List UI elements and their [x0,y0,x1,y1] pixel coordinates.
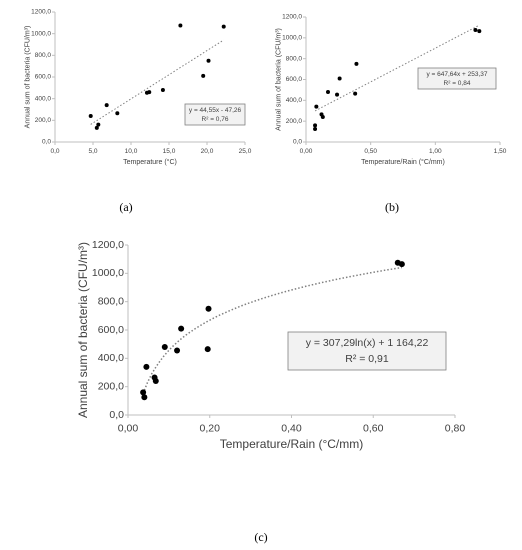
x-axis-label: Temperature/Rain (°C/mm) [361,158,445,166]
y-tick-label: 1200,0 [31,9,51,16]
panel-label: (c) [254,530,267,544]
data-point [353,91,358,96]
data-point [320,115,325,119]
y-tick-label: 1200,0 [282,14,302,21]
data-point [205,305,212,312]
y-tick-label: 200,0 [286,118,303,125]
data-point [141,394,148,401]
x-tick-label: 0,00 [118,422,139,434]
data-point [473,28,478,33]
x-tick-label: 0,50 [364,148,377,155]
data-point [325,90,330,94]
data-point [94,125,99,130]
x-axis-label: Temperature (°C) [123,158,177,166]
data-point [143,363,150,370]
data-point [161,344,168,350]
data-point [140,389,147,396]
y-tick-label: 0,0 [42,139,51,146]
panel-label: (b) [385,200,399,214]
y-tick-label: 200,0 [98,380,124,392]
equation: y = 307,29ln(x) + 1 164,22 [306,337,429,349]
data-point [178,325,185,332]
equation-box [184,103,246,126]
y-tick-label: 600,0 [35,74,52,81]
data-point [206,58,211,63]
y-tick-label: 400,0 [286,97,303,104]
data-point [174,347,181,354]
equation-box [287,331,447,371]
y-tick-label: 200,0 [35,117,52,124]
data-point [147,90,152,95]
y-tick-label: 0,0 [293,139,302,146]
equation-box [417,67,497,90]
y-axis-label: Annual sum of bacteria (CFU/m³) [25,26,32,129]
x-tick-label: 20,0 [201,148,214,155]
x-tick-label: 1,00 [429,148,442,155]
x-tick-label: 0,40 [281,422,302,434]
x-tick-label: 10,0 [125,148,138,155]
x-tick-label: 0,0 [50,148,59,155]
y-tick-label: 600,0 [286,76,303,83]
y-tick-label: 1200,0 [92,239,124,251]
panel-label: (a) [119,200,132,214]
data-point [398,261,405,268]
y-axis-label: Annual sum of bacteria (CFU/m³) [76,242,90,418]
r-squared: R² = 0,84 [444,80,471,87]
data-point [204,346,211,353]
x-tick-label: 1,50 [494,148,507,155]
x-tick-label: 25,0 [239,148,252,155]
data-point [337,76,342,81]
x-tick-label: 15,0 [163,148,176,155]
trendline [142,266,403,394]
y-tick-label: 800,0 [35,52,52,59]
trendline [314,24,480,112]
y-tick-label: 400,0 [35,95,52,102]
data-point [314,104,319,109]
x-tick-label: 5,0 [88,148,97,155]
data-point [201,73,206,78]
data-point [178,23,183,28]
r-squared: R² = 0,91 [345,353,389,365]
data-point [115,111,120,116]
y-tick-label: 400,0 [98,352,124,364]
data-point [104,103,109,108]
x-tick-label: 0,80 [445,422,466,434]
x-tick-label: 0,00 [300,148,313,155]
data-point [313,123,318,128]
data-point [96,122,101,127]
y-axis-label: Annual sum of bacteria (CFU/m³) [276,28,283,131]
y-tick-label: 600,0 [98,324,124,336]
y-tick-label: 1000,0 [31,30,51,37]
y-tick-label: 1000,0 [282,35,302,42]
data-point [221,24,226,29]
r-squared: R² = 0,76 [202,116,229,123]
equation: y = 647,64x + 253,37 [426,71,487,78]
data-point [335,92,340,97]
x-axis-label: Temperature/Rain (°C/mm) [220,437,364,451]
y-tick-label: 1000,0 [92,267,124,279]
y-tick-label: 0,0 [109,409,124,421]
data-point [477,29,482,34]
data-point [354,61,359,66]
x-tick-label: 0,60 [363,422,384,434]
data-point [88,114,93,118]
y-tick-label: 800,0 [98,295,124,307]
data-point [152,378,159,384]
data-point [313,126,318,131]
y-tick-label: 800,0 [286,55,303,62]
data-point [160,88,165,92]
equation: y = 44,55x - 47,26 [189,107,242,114]
x-tick-label: 0,20 [200,422,221,434]
